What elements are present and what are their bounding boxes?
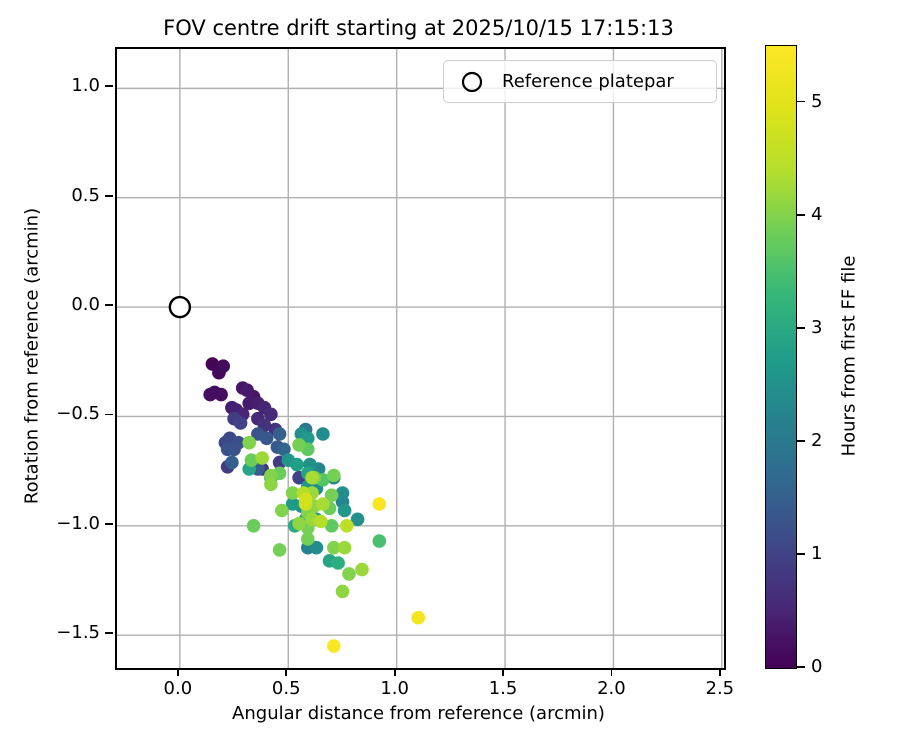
y-tick-label: −1.5 — [56, 622, 100, 644]
scatter-point — [327, 639, 341, 653]
chart-title: FOV centre drift starting at 2025/10/15 … — [163, 16, 674, 40]
scatter-point — [225, 455, 239, 470]
scatter-point — [411, 610, 426, 625]
colorbar-tick — [797, 326, 805, 329]
x-tick-label: 1.5 — [488, 678, 518, 699]
y-tick-label: 0.5 — [71, 184, 100, 206]
scatter-point — [220, 442, 235, 457]
reference-marker-icon — [461, 71, 483, 92]
x-tick-label: 1.0 — [380, 678, 409, 699]
x-tick-label: 0.0 — [163, 678, 193, 699]
colorbar-tick — [797, 213, 805, 216]
y-tick — [105, 85, 113, 88]
scatter-point — [327, 540, 341, 555]
scatter-point — [244, 453, 259, 468]
legend-box: Reference platepar — [443, 60, 717, 103]
scatter-point — [272, 543, 287, 557]
colorbar-tick — [797, 553, 805, 555]
scatter-point — [355, 562, 369, 577]
scatter-point — [255, 451, 269, 465]
plot-area — [115, 47, 726, 670]
x-tick — [610, 668, 613, 676]
colorbar-tick-label: 0 — [811, 656, 823, 677]
x-tick-label: 2.5 — [705, 678, 735, 699]
scatter-point — [372, 497, 387, 511]
scatter-point — [277, 442, 291, 457]
scatter-point — [316, 497, 330, 511]
scatter-point — [272, 427, 287, 441]
scatter-point — [335, 584, 350, 599]
scatter-point — [259, 431, 274, 446]
scatter-point — [292, 516, 306, 531]
scatter-point — [372, 534, 387, 548]
x-tick — [285, 668, 288, 676]
scatter-point — [301, 532, 315, 546]
scatter-point — [298, 492, 313, 507]
scatter-point — [331, 556, 345, 570]
scatter-point — [285, 486, 300, 500]
y-tick-label: 0.0 — [71, 294, 100, 316]
y-tick — [105, 413, 113, 416]
scatter-point — [337, 503, 352, 518]
y-tick-label: −0.5 — [56, 403, 100, 425]
colorbar-tick-label: 1 — [811, 542, 823, 564]
scatter-point — [309, 540, 324, 555]
colorbar-tick-label: 4 — [811, 203, 823, 225]
reference-platepar-marker — [168, 295, 192, 319]
colorbar-tick-label: 5 — [811, 90, 823, 112]
y-tick — [105, 304, 113, 306]
x-tick — [176, 668, 179, 676]
scatter-point — [242, 435, 256, 450]
legend-label: Reference platepar — [502, 71, 674, 92]
scatter-point — [324, 488, 339, 503]
colorbar-label: Hours from first FF file — [838, 255, 860, 457]
scatter-point — [335, 486, 350, 500]
scatter-point — [314, 514, 328, 529]
x-tick-label: 0.5 — [271, 678, 301, 699]
scatter-point — [233, 416, 248, 430]
colorbar-tick — [797, 100, 805, 103]
scatter-point — [214, 387, 228, 402]
y-tick-label: −1.0 — [56, 512, 100, 534]
scatter-point — [305, 470, 319, 485]
colorbar-tick-label: 3 — [811, 316, 823, 338]
scatter-point — [316, 427, 330, 441]
scatter-point — [337, 540, 352, 555]
scatter-point — [203, 387, 217, 402]
y-tick — [105, 194, 113, 197]
y-tick-label: 1.0 — [71, 75, 100, 97]
scatter-point — [264, 477, 278, 492]
scatter-point — [340, 519, 354, 533]
colorbar-tick — [797, 439, 805, 442]
scatter-point — [285, 497, 300, 511]
x-tick — [393, 668, 396, 676]
scatter-point — [264, 407, 278, 422]
scatter-point — [292, 438, 306, 452]
scatter-point — [350, 512, 365, 527]
y-tick — [105, 522, 113, 525]
x-axis-label: Angular distance from reference (arcmin) — [232, 703, 605, 724]
y-tick — [105, 632, 113, 635]
colorbar-tick — [797, 666, 805, 668]
scatter-point — [240, 383, 254, 398]
scatter-point — [327, 468, 341, 483]
x-tick-label: 2.0 — [597, 678, 626, 699]
scatter-point — [275, 503, 289, 518]
scatter-point — [342, 567, 356, 581]
y-axis-label: Rotation from reference (arcmin) — [21, 207, 43, 505]
x-tick — [502, 668, 504, 676]
colorbar — [765, 45, 797, 669]
scatter-point — [246, 519, 261, 533]
scatter-plot — [117, 49, 724, 668]
scatter-point — [216, 359, 230, 374]
x-tick — [718, 668, 721, 676]
scatter-point — [324, 519, 339, 533]
scatter-point — [290, 457, 304, 472]
colorbar-tick-label: 2 — [811, 429, 823, 451]
